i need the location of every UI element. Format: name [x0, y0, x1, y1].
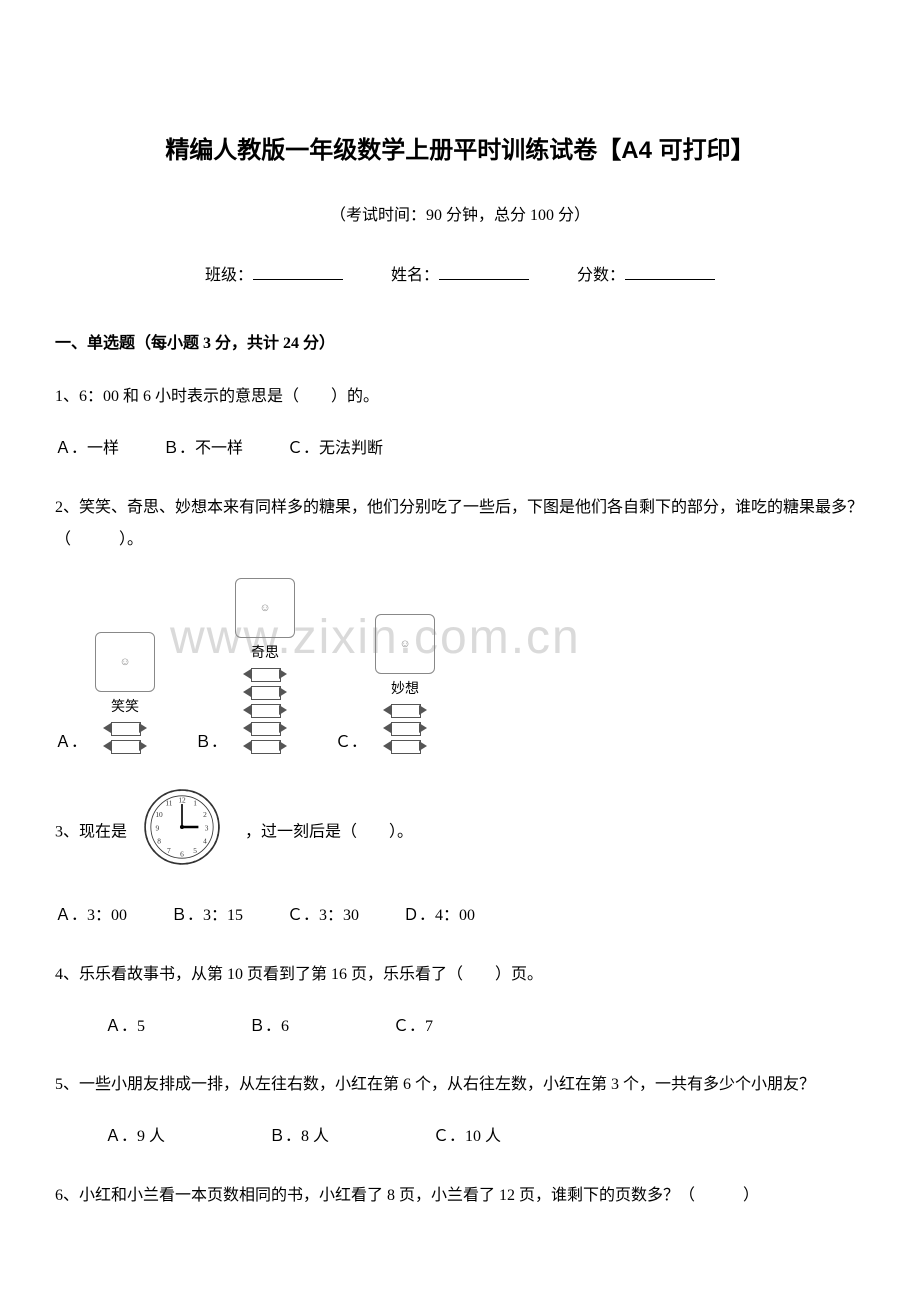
q4-opt-c: Ｃ．7: [393, 1018, 433, 1035]
q2-label-c: 妙想: [375, 678, 435, 698]
svg-text:6: 6: [180, 849, 184, 858]
svg-text:9: 9: [156, 823, 160, 832]
character-xiaoxiao-icon: ☺: [95, 632, 155, 692]
q5-opt-c: Ｃ．10 人: [433, 1128, 501, 1145]
candy-icon: [241, 702, 289, 718]
q2-label-b: 奇思: [235, 642, 295, 662]
q1-stem: 1、6：00 和 6 小时表示的意思是（ ）的。: [55, 381, 865, 413]
q4-stem: 4、乐乐看故事书，从第 10 页看到了第 16 页，乐乐看了（ ）页。: [55, 959, 865, 991]
q2-opt-b-letter: Ｂ．: [195, 728, 227, 756]
q3-options: Ａ．3：00 Ｂ．3：15 Ｃ．3：30 Ｄ．4：00: [55, 902, 865, 931]
svg-text:7: 7: [167, 846, 171, 855]
q2-fig-c: ☺ 妙想: [375, 614, 435, 756]
svg-text:2: 2: [203, 810, 207, 819]
q4-options: Ａ．5 Ｂ．6 Ｃ．7: [55, 1013, 865, 1042]
svg-text:8: 8: [157, 836, 161, 845]
q6-stem: 6、小红和小兰看一本页数相同的书，小红看了 8 页，小兰看了 12 页，谁剩下的…: [55, 1180, 865, 1212]
student-info-row: 班级： 姓名： 分数：: [55, 261, 865, 285]
q3-opt-a: Ａ．3：00: [55, 907, 127, 924]
q5-stem: 5、一些小朋友排成一排，从左往右数，小红在第 6 个，从右往左数，小红在第 3 …: [55, 1069, 865, 1101]
q3-opt-d: Ｄ．4：00: [403, 907, 475, 924]
name-blank[interactable]: [439, 264, 529, 280]
exam-meta: （考试时间：90 分钟，总分 100 分）: [55, 201, 865, 225]
q2-label-a: 笑笑: [95, 696, 155, 716]
clock-icon: 12 3 6 9 12 45 78 1011: [141, 786, 223, 880]
q4-opt-b: Ｂ．6: [249, 1018, 289, 1035]
svg-text:10: 10: [155, 810, 163, 819]
svg-text:5: 5: [193, 846, 197, 855]
q2-stem: 2、笑笑、奇思、妙想本来有同样多的糖果，他们分别吃了一些后，下图是他们各自剩下的…: [55, 492, 865, 556]
class-label: 班级：: [205, 267, 253, 284]
q5-options: Ａ．9 人 Ｂ．8 人 Ｃ．10 人: [55, 1123, 865, 1152]
score-blank[interactable]: [625, 264, 715, 280]
q3-stem: 3、现在是 12 3 6 9 12 45 78 1011 ，过一刻后是（ ）。: [55, 786, 865, 880]
svg-text:11: 11: [165, 798, 172, 807]
candy-icon: [381, 702, 429, 718]
page-title: 精编人教版一年级数学上册平时训练试卷【A4 可打印】: [55, 130, 865, 165]
svg-text:1: 1: [193, 798, 197, 807]
class-blank[interactable]: [253, 264, 343, 280]
candy-icon: [381, 720, 429, 736]
q3-opt-c: Ｃ．3：30: [287, 907, 359, 924]
candy-icon: [241, 666, 289, 682]
candy-icon: [241, 684, 289, 700]
q2-opt-c-letter: Ｃ．: [335, 728, 367, 756]
q2-opt-a-letter: Ａ．: [55, 728, 87, 756]
candy-icon: [241, 738, 289, 754]
character-qisi-icon: ☺: [235, 578, 295, 638]
svg-text:4: 4: [203, 836, 207, 845]
q5-opt-a: Ａ．9 人: [105, 1128, 165, 1145]
q3-suffix: ，过一刻后是（ ）。: [245, 823, 413, 840]
name-label: 姓名：: [391, 267, 439, 284]
score-label: 分数：: [577, 267, 625, 284]
candy-icon: [381, 738, 429, 754]
q4-opt-a: Ａ．5: [105, 1018, 145, 1035]
q3-prefix: 3、现在是: [55, 823, 127, 840]
candy-icon: [241, 720, 289, 736]
q2-fig-b: ☺ 奇思: [235, 578, 295, 756]
character-miaoxiang-icon: ☺: [375, 614, 435, 674]
candy-icon: [101, 720, 149, 736]
q1-options: Ａ．一样 Ｂ．不一样 Ｃ．无法判断: [55, 435, 865, 464]
candy-icon: [101, 738, 149, 754]
q3-opt-b: Ｂ．3：15: [171, 907, 243, 924]
svg-text:12: 12: [178, 795, 186, 804]
q5-opt-b: Ｂ．8 人: [269, 1128, 329, 1145]
section-1-header: 一、单选题（每小题 3 分，共计 24 分）: [55, 329, 865, 353]
svg-text:3: 3: [205, 823, 209, 832]
q2-figure-row: Ａ． ☺ 笑笑 Ｂ． ☺ 奇思 Ｃ． ☺ 妙想: [55, 578, 865, 756]
q2-fig-a: ☺ 笑笑: [95, 632, 155, 756]
q1-opt-b: Ｂ．不一样: [163, 440, 243, 457]
q1-opt-c: Ｃ．无法判断: [287, 440, 383, 457]
q1-opt-a: Ａ．一样: [55, 440, 119, 457]
